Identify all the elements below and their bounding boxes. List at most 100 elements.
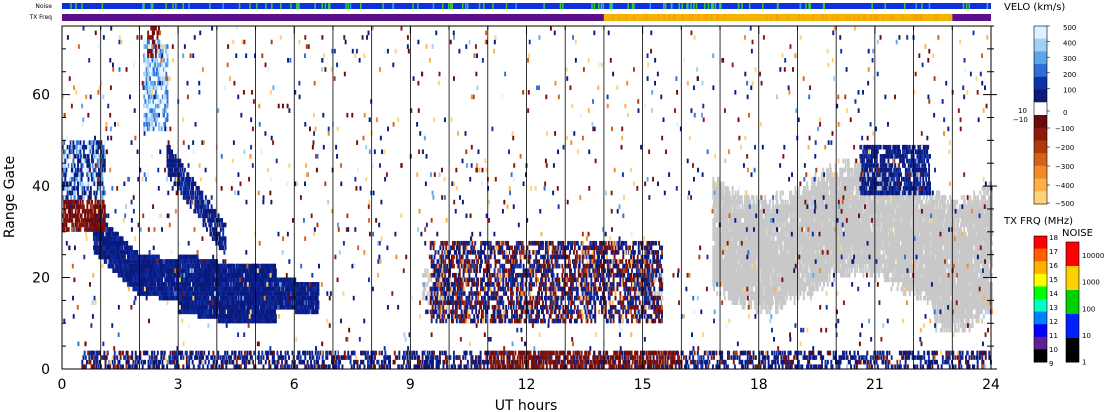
data-cell (853, 199, 856, 205)
data-cell (853, 263, 856, 269)
data-cell (720, 245, 723, 251)
data-cell (860, 268, 863, 273)
data-cell (823, 259, 826, 264)
data-cell (775, 300, 777, 305)
data-cell (777, 259, 780, 264)
noise-strip-mark (776, 3, 779, 9)
data-cell (753, 254, 756, 260)
data-cell (760, 236, 763, 241)
data-cell (770, 300, 773, 305)
data-cell (751, 295, 754, 301)
data-cell (743, 304, 746, 310)
data-cell (882, 259, 885, 264)
noise-strip-mark (686, 3, 688, 9)
data-cell (795, 245, 798, 251)
data-cell (826, 167, 829, 173)
data-cell (740, 259, 743, 264)
data-cell (848, 268, 851, 273)
data-cell (812, 277, 815, 283)
noise-strip-mark (478, 3, 481, 9)
data-cell (764, 231, 767, 237)
data-cell (853, 204, 856, 209)
data-cell (867, 186, 870, 191)
data-cell (783, 295, 786, 301)
data-cell (735, 240, 738, 246)
data-cell (841, 259, 844, 264)
data-cell (850, 236, 853, 241)
data-cell (773, 218, 776, 223)
data-cell (712, 176, 715, 182)
data-cell (811, 236, 814, 241)
data-cell (850, 218, 853, 223)
data-cell (815, 208, 818, 214)
data-cell (749, 250, 752, 255)
data-cell (829, 176, 832, 182)
txfreq-strip-mark (935, 14, 937, 21)
data-cell (785, 291, 788, 296)
data-cell (745, 195, 748, 200)
data-cell (739, 195, 742, 200)
data-cell (739, 199, 742, 205)
data-cell (775, 291, 777, 296)
data-cell (798, 190, 801, 196)
data-cell (891, 227, 894, 232)
data-cell (892, 199, 895, 205)
data-cell (781, 208, 784, 214)
data-cell (768, 291, 770, 296)
data-cell (723, 295, 726, 301)
data-cell (846, 254, 849, 260)
noise-strip-mark (324, 3, 327, 9)
data-cell (758, 277, 761, 283)
data-cell (888, 254, 890, 260)
data-cell (880, 240, 883, 246)
data-cell (756, 250, 759, 255)
data-cell (749, 268, 752, 273)
data-cell (797, 295, 800, 301)
data-cell (872, 263, 875, 269)
data-cell (880, 199, 883, 205)
data-cell (754, 254, 757, 260)
data-cell (785, 231, 788, 237)
data-cell (853, 240, 856, 246)
noise-strip-mark (664, 3, 667, 9)
data-cell (787, 245, 790, 251)
data-cell (869, 227, 872, 232)
data-cell (807, 236, 810, 241)
data-cell (761, 304, 764, 310)
noise-strip-mark (256, 3, 258, 9)
data-cell (879, 245, 882, 251)
data-cell (831, 195, 834, 200)
data-cell (875, 195, 878, 200)
txfreq-strip-mark (832, 14, 834, 21)
data-cell (785, 218, 788, 223)
data-cell (819, 227, 822, 232)
data-cell (727, 277, 730, 283)
data-cell (816, 277, 819, 283)
data-cell (913, 199, 916, 205)
data-cell (777, 300, 780, 305)
data-cell (853, 236, 856, 241)
data-cell (785, 245, 788, 251)
noise-strip-mark (707, 3, 710, 9)
data-cell (901, 254, 904, 260)
data-cell (829, 236, 832, 241)
noise-strip-mark (70, 3, 72, 9)
data-cell (713, 208, 716, 214)
data-cell (781, 295, 784, 301)
noise-strip-mark (559, 3, 562, 9)
noise-strip-mark (188, 3, 190, 9)
data-cell (765, 263, 768, 269)
data-cell (787, 259, 790, 264)
data-cell (811, 286, 814, 292)
data-cell (737, 254, 740, 260)
data-cell (712, 231, 715, 237)
data-cell (787, 213, 790, 219)
noise-strip-mark (295, 3, 298, 9)
data-cell (751, 227, 753, 232)
data-cell (786, 236, 789, 241)
data-cell (816, 227, 819, 232)
data-cell (817, 176, 820, 182)
data-cell (716, 199, 719, 205)
noise-strip-mark (392, 3, 395, 9)
data-cell (722, 181, 725, 187)
